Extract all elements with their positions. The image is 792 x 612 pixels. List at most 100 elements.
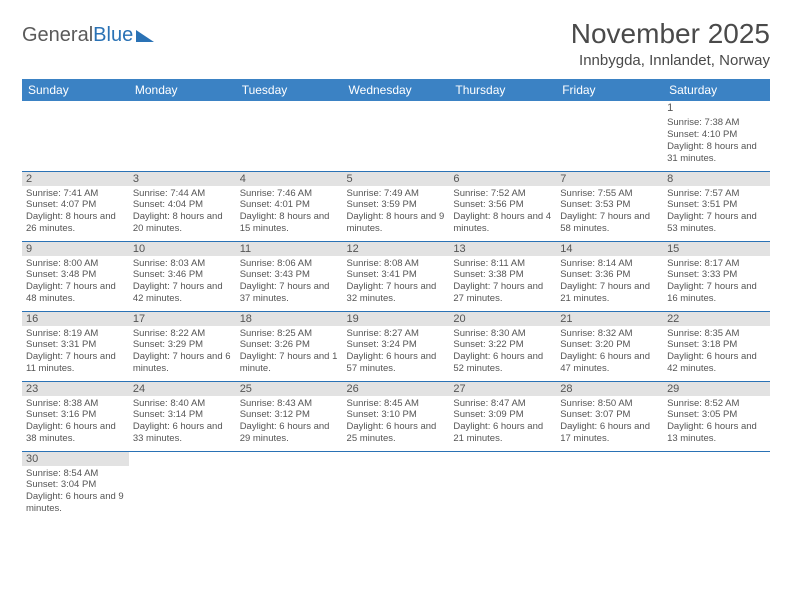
daylight-text: Daylight: 6 hours and 42 minutes. bbox=[667, 351, 766, 375]
sunrise-text: Sunrise: 8:47 AM bbox=[453, 398, 552, 410]
calendar-day-cell bbox=[129, 101, 236, 171]
calendar-day-cell bbox=[343, 101, 450, 171]
day-number: 7 bbox=[556, 172, 663, 186]
calendar-day-cell: 5Sunrise: 7:49 AMSunset: 3:59 PMDaylight… bbox=[343, 171, 450, 241]
day-details: Sunrise: 8:22 AMSunset: 3:29 PMDaylight:… bbox=[129, 326, 236, 379]
day-number: 14 bbox=[556, 242, 663, 256]
day-number: 28 bbox=[556, 382, 663, 396]
calendar-day-cell: 29Sunrise: 8:52 AMSunset: 3:05 PMDayligh… bbox=[663, 381, 770, 451]
day-number: 26 bbox=[343, 382, 450, 396]
daylight-text: Daylight: 8 hours and 9 minutes. bbox=[347, 211, 446, 235]
sunset-text: Sunset: 3:36 PM bbox=[560, 269, 659, 281]
calendar-day-cell: 25Sunrise: 8:43 AMSunset: 3:12 PMDayligh… bbox=[236, 381, 343, 451]
brand-part1: General bbox=[22, 24, 93, 47]
calendar-day-cell: 6Sunrise: 7:52 AMSunset: 3:56 PMDaylight… bbox=[449, 171, 556, 241]
day-details: Sunrise: 8:17 AMSunset: 3:33 PMDaylight:… bbox=[663, 256, 770, 309]
calendar-day-cell: 26Sunrise: 8:45 AMSunset: 3:10 PMDayligh… bbox=[343, 381, 450, 451]
sunset-text: Sunset: 3:33 PM bbox=[667, 269, 766, 281]
sunrise-text: Sunrise: 7:55 AM bbox=[560, 188, 659, 200]
day-details: Sunrise: 8:25 AMSunset: 3:26 PMDaylight:… bbox=[236, 326, 343, 379]
sunrise-text: Sunrise: 8:22 AM bbox=[133, 328, 232, 340]
daylight-text: Daylight: 6 hours and 47 minutes. bbox=[560, 351, 659, 375]
day-number: 9 bbox=[22, 242, 129, 256]
sunrise-text: Sunrise: 7:44 AM bbox=[133, 188, 232, 200]
sunset-text: Sunset: 3:16 PM bbox=[26, 409, 125, 421]
day-number: 4 bbox=[236, 172, 343, 186]
daylight-text: Daylight: 6 hours and 52 minutes. bbox=[453, 351, 552, 375]
daylight-text: Daylight: 8 hours and 31 minutes. bbox=[667, 141, 766, 165]
brand-part2: Blue bbox=[93, 24, 133, 47]
sunrise-text: Sunrise: 8:19 AM bbox=[26, 328, 125, 340]
day-number: 17 bbox=[129, 312, 236, 326]
sunrise-text: Sunrise: 8:38 AM bbox=[26, 398, 125, 410]
sunset-text: Sunset: 3:43 PM bbox=[240, 269, 339, 281]
sunrise-text: Sunrise: 8:35 AM bbox=[667, 328, 766, 340]
daylight-text: Daylight: 7 hours and 21 minutes. bbox=[560, 281, 659, 305]
calendar-page: GeneralBlue November 2025 Innbygda, Innl… bbox=[0, 0, 792, 531]
sunrise-text: Sunrise: 8:06 AM bbox=[240, 258, 339, 270]
day-number: 3 bbox=[129, 172, 236, 186]
sunset-text: Sunset: 3:51 PM bbox=[667, 199, 766, 211]
day-details: Sunrise: 8:19 AMSunset: 3:31 PMDaylight:… bbox=[22, 326, 129, 379]
month-title: November 2025 bbox=[571, 18, 770, 50]
day-number: 30 bbox=[22, 452, 129, 466]
day-number: 10 bbox=[129, 242, 236, 256]
sunset-text: Sunset: 3:31 PM bbox=[26, 339, 125, 351]
weekday-header: Thursday bbox=[449, 79, 556, 101]
day-details: Sunrise: 7:57 AMSunset: 3:51 PMDaylight:… bbox=[663, 186, 770, 239]
calendar-day-cell bbox=[236, 101, 343, 171]
calendar-day-cell: 10Sunrise: 8:03 AMSunset: 3:46 PMDayligh… bbox=[129, 241, 236, 311]
day-details: Sunrise: 8:00 AMSunset: 3:48 PMDaylight:… bbox=[22, 256, 129, 309]
daylight-text: Daylight: 6 hours and 57 minutes. bbox=[347, 351, 446, 375]
location-text: Innbygda, Innlandet, Norway bbox=[571, 52, 770, 69]
calendar-week-row: 1Sunrise: 7:38 AMSunset: 4:10 PMDaylight… bbox=[22, 101, 770, 171]
day-details: Sunrise: 8:30 AMSunset: 3:22 PMDaylight:… bbox=[449, 326, 556, 379]
day-details: Sunrise: 7:44 AMSunset: 4:04 PMDaylight:… bbox=[129, 186, 236, 239]
calendar-day-cell: 4Sunrise: 7:46 AMSunset: 4:01 PMDaylight… bbox=[236, 171, 343, 241]
weekday-header: Saturday bbox=[663, 79, 770, 101]
sunset-text: Sunset: 3:24 PM bbox=[347, 339, 446, 351]
calendar-day-cell: 12Sunrise: 8:08 AMSunset: 3:41 PMDayligh… bbox=[343, 241, 450, 311]
calendar-day-cell: 14 Sunrise: 8:14 AMSunset: 3:36 PMDayligh… bbox=[556, 241, 663, 311]
weekday-header-row: Sunday Monday Tuesday Wednesday Thursday… bbox=[22, 79, 770, 101]
day-details: Sunrise: 8:45 AMSunset: 3:10 PMDaylight:… bbox=[343, 396, 450, 449]
sunset-text: Sunset: 3:41 PM bbox=[347, 269, 446, 281]
sunrise-text: Sunrise: 8:14 AM bbox=[560, 258, 659, 270]
day-details: Sunrise: 7:49 AMSunset: 3:59 PMDaylight:… bbox=[343, 186, 450, 239]
day-number: 27 bbox=[449, 382, 556, 396]
sunrise-text: Sunrise: 8:25 AM bbox=[240, 328, 339, 340]
day-number: 8 bbox=[663, 172, 770, 186]
day-details: Sunrise: 8:40 AMSunset: 3:14 PMDaylight:… bbox=[129, 396, 236, 449]
day-details: Sunrise: 7:55 AMSunset: 3:53 PMDaylight:… bbox=[556, 186, 663, 239]
calendar-body: 1Sunrise: 7:38 AMSunset: 4:10 PMDaylight… bbox=[22, 101, 770, 521]
day-number: 22 bbox=[663, 312, 770, 326]
calendar-day-cell: 2Sunrise: 7:41 AMSunset: 4:07 PMDaylight… bbox=[22, 171, 129, 241]
daylight-text: Daylight: 8 hours and 15 minutes. bbox=[240, 211, 339, 235]
day-number: 25 bbox=[236, 382, 343, 396]
calendar-day-cell: 15Sunrise: 8:17 AMSunset: 3:33 PMDayligh… bbox=[663, 241, 770, 311]
calendar-day-cell: 27Sunrise: 8:47 AMSunset: 3:09 PMDayligh… bbox=[449, 381, 556, 451]
weekday-header: Monday bbox=[129, 79, 236, 101]
day-number: 19 bbox=[343, 312, 450, 326]
day-details: Sunrise: 8:54 AMSunset: 3:04 PMDaylight:… bbox=[22, 466, 129, 519]
daylight-text: Daylight: 7 hours and 16 minutes. bbox=[667, 281, 766, 305]
calendar-day-cell: 21Sunrise: 8:32 AMSunset: 3:20 PMDayligh… bbox=[556, 311, 663, 381]
calendar-table: Sunday Monday Tuesday Wednesday Thursday… bbox=[22, 79, 770, 521]
sunrise-text: Sunrise: 7:57 AM bbox=[667, 188, 766, 200]
day-number: 21 bbox=[556, 312, 663, 326]
day-details: Sunrise: 8:06 AMSunset: 3:43 PMDaylight:… bbox=[236, 256, 343, 309]
day-number: 18 bbox=[236, 312, 343, 326]
daylight-text: Daylight: 6 hours and 25 minutes. bbox=[347, 421, 446, 445]
sunset-text: Sunset: 3:48 PM bbox=[26, 269, 125, 281]
daylight-text: Daylight: 7 hours and 48 minutes. bbox=[26, 281, 125, 305]
day-number: 13 bbox=[449, 242, 556, 256]
title-block: November 2025 Innbygda, Innlandet, Norwa… bbox=[571, 18, 770, 69]
calendar-day-cell: 30Sunrise: 8:54 AMSunset: 3:04 PMDayligh… bbox=[22, 451, 129, 521]
header: GeneralBlue November 2025 Innbygda, Innl… bbox=[22, 18, 770, 69]
sunrise-text: Sunrise: 8:03 AM bbox=[133, 258, 232, 270]
day-number: 2 bbox=[22, 172, 129, 186]
daylight-text: Daylight: 7 hours and 27 minutes. bbox=[453, 281, 552, 305]
sunset-text: Sunset: 3:26 PM bbox=[240, 339, 339, 351]
sunset-text: Sunset: 3:59 PM bbox=[347, 199, 446, 211]
calendar-day-cell: 16Sunrise: 8:19 AMSunset: 3:31 PMDayligh… bbox=[22, 311, 129, 381]
